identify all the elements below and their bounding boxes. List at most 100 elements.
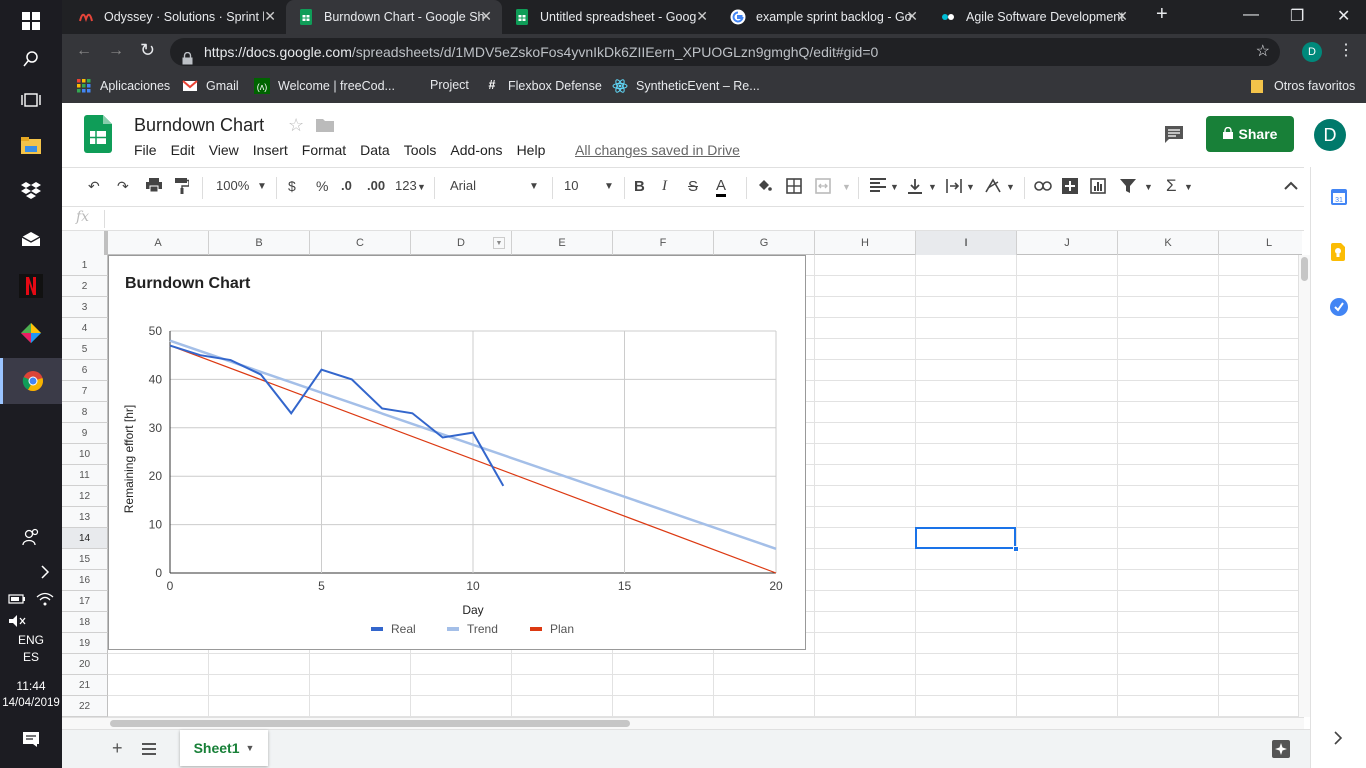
- row-header[interactable]: 3: [62, 297, 108, 318]
- sheets-logo-icon[interactable]: [84, 115, 112, 156]
- minimize-icon[interactable]: —: [1243, 6, 1259, 23]
- vertical-scrollbar-thumb[interactable]: [1301, 257, 1308, 281]
- netflix-icon[interactable]: [0, 265, 62, 307]
- keyboard-layout-indicator[interactable]: ES: [22, 650, 39, 664]
- column-header[interactable]: C: [310, 231, 411, 255]
- close-icon[interactable]: ✕: [264, 8, 276, 24]
- mail-icon[interactable]: [0, 218, 62, 260]
- horizontal-scrollbar[interactable]: [62, 717, 1304, 729]
- select-all-corner[interactable]: [62, 231, 108, 255]
- close-window-icon[interactable]: ✕: [1337, 8, 1351, 25]
- chevron-down-icon[interactable]: ▼: [966, 182, 975, 192]
- row-header[interactable]: 20: [62, 654, 108, 675]
- strikethrough-icon[interactable]: S: [688, 178, 699, 195]
- row-header[interactable]: 7: [62, 381, 108, 402]
- font-size-select[interactable]: 10: [564, 178, 579, 193]
- browser-tab-active[interactable]: Burndown Chart - Google Sh ✕: [286, 0, 502, 34]
- selected-cell[interactable]: [915, 527, 1016, 549]
- currency-format-button[interactable]: $: [288, 178, 296, 194]
- chrome-icon[interactable]: [0, 358, 62, 404]
- menu-help[interactable]: Help: [516, 142, 546, 158]
- url-input[interactable]: https://docs.google.com/spreadsheets/d/1…: [170, 38, 1280, 66]
- row-header[interactable]: 11: [62, 465, 108, 486]
- increase-decimal-button[interactable]: .00: [367, 178, 386, 193]
- notifications-icon[interactable]: [0, 718, 62, 760]
- sheet-tab[interactable]: Sheet1 ▼: [180, 730, 268, 766]
- chevron-down-icon[interactable]: ▼: [928, 182, 937, 192]
- row-header[interactable]: 13: [62, 507, 108, 528]
- chevron-down-icon[interactable]: ▼: [1144, 182, 1153, 192]
- bookmark-item[interactable]: SyntheticEvent – Re...: [612, 78, 760, 94]
- clock-date[interactable]: 14/04/2019: [2, 697, 60, 709]
- calendar-icon[interactable]: 31: [1331, 189, 1347, 208]
- column-header[interactable]: B: [209, 231, 310, 255]
- chevron-down-icon[interactable]: ▼: [842, 182, 851, 192]
- row-header[interactable]: 21: [62, 675, 108, 696]
- share-button[interactable]: Share: [1206, 116, 1294, 152]
- menu-format[interactable]: Format: [301, 142, 347, 158]
- paint-format-icon[interactable]: [175, 178, 190, 197]
- expand-panel-icon[interactable]: [1333, 731, 1343, 748]
- row-header[interactable]: 19: [62, 633, 108, 654]
- language-indicator[interactable]: ENG: [17, 633, 44, 647]
- merge-cells-icon[interactable]: [815, 178, 831, 197]
- profile-avatar[interactable]: D: [1302, 42, 1322, 62]
- row-header[interactable]: 6: [62, 360, 108, 381]
- menu-file[interactable]: File: [134, 142, 157, 158]
- menu-edit[interactable]: Edit: [170, 142, 195, 158]
- save-status[interactable]: All changes saved in Drive: [575, 142, 740, 158]
- column-header[interactable]: E: [512, 231, 613, 255]
- column-menu-icon[interactable]: ▼: [493, 237, 505, 249]
- people-icon[interactable]: [0, 516, 62, 558]
- chevron-right-icon[interactable]: [14, 551, 76, 593]
- horizontal-scrollbar-thumb[interactable]: [110, 720, 630, 727]
- column-header[interactable]: K: [1118, 231, 1219, 255]
- search-icon[interactable]: [0, 38, 62, 80]
- column-header[interactable]: D ▼: [411, 231, 512, 255]
- chevron-down-icon[interactable]: ▼: [1006, 182, 1015, 192]
- browser-tab[interactable]: Agile Software Development ✕: [928, 0, 1138, 34]
- all-sheets-icon[interactable]: [142, 743, 156, 758]
- fill-handle[interactable]: [1013, 546, 1019, 552]
- insert-chart-icon[interactable]: [1090, 178, 1106, 197]
- insert-comment-icon[interactable]: [1062, 178, 1078, 197]
- folder-icon[interactable]: [316, 118, 334, 135]
- zoom-select[interactable]: 100%: [216, 178, 250, 193]
- formula-input[interactable]: [112, 207, 1292, 231]
- chevron-down-icon[interactable]: ▼: [529, 181, 539, 192]
- close-icon[interactable]: ✕: [906, 8, 918, 24]
- row-header[interactable]: 18: [62, 612, 108, 633]
- vertical-scrollbar[interactable]: [1298, 255, 1310, 717]
- chevron-down-icon[interactable]: ▼: [1184, 182, 1193, 192]
- redo-icon[interactable]: ↷: [117, 178, 129, 194]
- row-header[interactable]: 4: [62, 318, 108, 339]
- document-title[interactable]: Burndown Chart: [134, 115, 265, 135]
- bookmark-item[interactable]: (ʌ) Welcome | freeCod...: [254, 78, 395, 94]
- browser-tab[interactable]: Odyssey · Solutions · Sprint b ✕: [66, 0, 286, 34]
- column-header[interactable]: L: [1219, 231, 1302, 255]
- add-sheet-icon[interactable]: +: [112, 738, 123, 758]
- tasks-icon[interactable]: [1330, 298, 1348, 319]
- clock-time[interactable]: 11:44: [16, 679, 46, 693]
- row-header[interactable]: 14: [62, 528, 108, 549]
- colorful-app-icon[interactable]: [0, 312, 62, 354]
- text-wrapping-icon[interactable]: [946, 178, 962, 197]
- task-view-icon[interactable]: [0, 79, 62, 121]
- file-explorer-icon[interactable]: [0, 124, 62, 166]
- other-bookmarks[interactable]: Otros favoritos: [1250, 78, 1355, 94]
- keep-icon[interactable]: [1331, 243, 1345, 264]
- back-icon[interactable]: ←: [76, 42, 92, 59]
- insert-link-icon[interactable]: [1034, 178, 1052, 194]
- row-header[interactable]: 10: [62, 444, 108, 465]
- windows-start-icon[interactable]: [0, 0, 62, 42]
- menu-addons[interactable]: Add-ons: [450, 142, 503, 158]
- bookmark-item[interactable]: Project: [430, 78, 469, 92]
- bookmark-star-icon[interactable]: ☆: [1255, 43, 1270, 60]
- burndown-chart[interactable]: Burndown Chart 0 10 20 30 40 50 0 5 10 15 20 Day R…: [108, 255, 806, 650]
- chevron-down-icon[interactable]: ▼: [417, 182, 426, 192]
- column-header-selected[interactable]: I: [916, 231, 1017, 255]
- star-icon[interactable]: ☆: [288, 115, 305, 135]
- font-family-select[interactable]: Arial: [450, 178, 477, 193]
- close-icon[interactable]: ✕: [480, 8, 492, 24]
- borders-icon[interactable]: [786, 178, 802, 197]
